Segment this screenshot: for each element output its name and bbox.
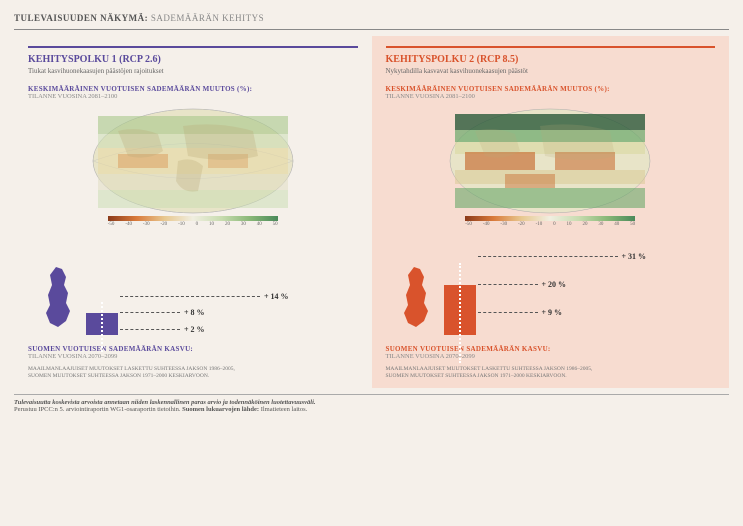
finland-icon-right [394, 265, 440, 335]
scale-labels-left: -50-40-30-20-1001020304050 [108, 222, 278, 227]
label-low-left: + 2 % [184, 325, 205, 334]
whisker-right [459, 263, 461, 363]
line-high-right [478, 256, 618, 257]
page-footer: Tulevaisuutta koskevista arvoista anneta… [14, 394, 729, 413]
line-mid-left [120, 312, 180, 313]
finland-sub-right: TILANNE VUOSINA 2070–2099 [386, 353, 716, 360]
scale-bar-left [108, 216, 278, 221]
panels: KEHITYSPOLKU 1 (RCP 2.6) Tiukat kasvihuo… [14, 36, 729, 388]
footer-line2: Perustuu IPCC:n 5. arviointiraportin WG1… [14, 406, 729, 413]
map-sub-left: TILANNE VUOSINA 2081–2100 [28, 93, 358, 100]
footnote-left: MAAILMANLAAJUISET MUUTOKSET LASKETTU SUH… [28, 366, 358, 380]
bar-left [86, 313, 118, 335]
line-low-right [478, 312, 538, 313]
path-desc-right: Nykytahdilla kasvavat kasvihuonekaasujen… [386, 67, 716, 75]
bar-chart-left: + 14 % + 8 % + 2 % [86, 245, 306, 335]
world-map-right [445, 106, 655, 216]
finland-block-right: + 31 % + 20 % + 9 % [394, 245, 716, 335]
bar-right [444, 285, 476, 335]
path-title-right: KEHITYSPOLKU 2 (RCP 8.5) [386, 54, 716, 65]
label-low-right: + 9 % [542, 308, 563, 317]
map-title-left: KESKIMÄÄRÄINEN VUOTUISEN SADEMÄÄRÄN MUUT… [28, 85, 358, 93]
footnote-right: MAAILMANLAAJUISET MUUTOKSET LASKETTU SUH… [386, 366, 716, 380]
header-prefix: TULEVAISUUDEN NÄKYMÄ: [14, 13, 148, 23]
footer-line1: Tulevaisuutta koskevista arvoista anneta… [14, 399, 729, 406]
panel-rcp26: KEHITYSPOLKU 1 (RCP 2.6) Tiukat kasvihuo… [14, 36, 372, 388]
finland-title-right: SUOMEN VUOTUISEN SADEMÄÄRÄN KASVU: [386, 345, 716, 353]
label-high-left: + 14 % [264, 292, 289, 301]
map-sub-right: TILANNE VUOSINA 2081–2100 [386, 93, 716, 100]
path-desc-left: Tiukat kasvihuonekaasujen päästöjen rajo… [28, 67, 358, 75]
scale-labels-right: -50-40-30-20-1001020304050 [465, 222, 635, 227]
label-mid-left: + 8 % [184, 308, 205, 317]
panel-rcp85: KEHITYSPOLKU 2 (RCP 8.5) Nykytahdilla ka… [372, 36, 730, 388]
path-title-left: KEHITYSPOLKU 1 (RCP 2.6) [28, 54, 358, 65]
scale-bar-right [465, 216, 635, 221]
line-high-left [120, 296, 260, 297]
whisker-left [101, 302, 103, 352]
rule-right [386, 46, 716, 48]
rule-left [28, 46, 358, 48]
map-title-right: KESKIMÄÄRÄINEN VUOTUISEN SADEMÄÄRÄN MUUT… [386, 85, 716, 93]
label-high-right: + 31 % [622, 252, 647, 261]
label-mid-right: + 20 % [542, 280, 567, 289]
header-title: SADEMÄÄRÄN KEHITYS [151, 13, 264, 23]
line-mid-right [478, 284, 538, 285]
finland-title-left: SUOMEN VUOTUISEN SADEMÄÄRÄN KASVU: [28, 345, 358, 353]
world-map-left [88, 106, 298, 216]
page-header: TULEVAISUUDEN NÄKYMÄ: SADEMÄÄRÄN KEHITYS [14, 8, 729, 30]
map-left: -50-40-30-20-1001020304050 [28, 106, 358, 227]
finland-icon-left [36, 265, 82, 335]
line-low-left [120, 329, 180, 330]
finland-block-left: + 14 % + 8 % + 2 % [36, 245, 358, 335]
finland-sub-left: TILANNE VUOSINA 2070–2099 [28, 353, 358, 360]
map-right: -50-40-30-20-1001020304050 [386, 106, 716, 227]
bar-chart-right: + 31 % + 20 % + 9 % [444, 245, 664, 335]
